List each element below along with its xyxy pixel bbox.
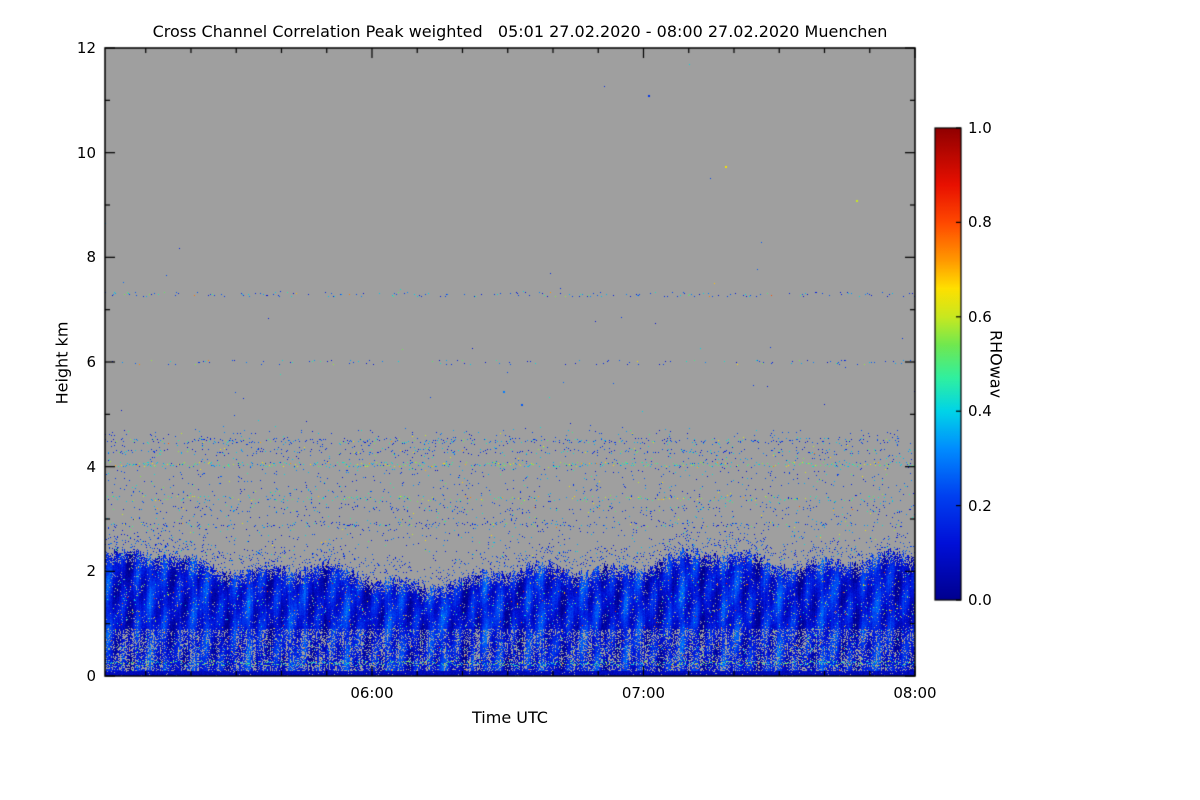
colorbar-tick-label: 0.0 xyxy=(968,591,992,609)
x-tick-label: 06:00 xyxy=(350,684,394,702)
x-tick-label: 08:00 xyxy=(893,684,937,702)
y-tick-label: 2 xyxy=(86,562,96,581)
chart-title: Cross Channel Correlation Peak weighted … xyxy=(152,22,888,41)
y-tick-label: 4 xyxy=(86,457,96,476)
colorbar-tick-label: 0.6 xyxy=(968,307,992,326)
colorbar-tick-label: 0.8 xyxy=(968,213,992,232)
y-tick-label: 10 xyxy=(76,143,96,162)
colorbar-tick-label: 1.0 xyxy=(968,119,992,137)
y-tick-label: 8 xyxy=(86,248,96,267)
y-tick-label: 0 xyxy=(86,667,96,685)
y-tick-label: 6 xyxy=(86,353,96,371)
colorbar-tick-label: 0.4 xyxy=(968,402,992,421)
x-tick-label: 07:00 xyxy=(621,684,666,702)
colorbar-tick-label: 0.2 xyxy=(968,496,992,515)
x-axis-label: Time UTC xyxy=(472,708,548,727)
colorbar-label: RHOwav xyxy=(986,329,1006,399)
y-tick-label: 12 xyxy=(76,39,96,57)
